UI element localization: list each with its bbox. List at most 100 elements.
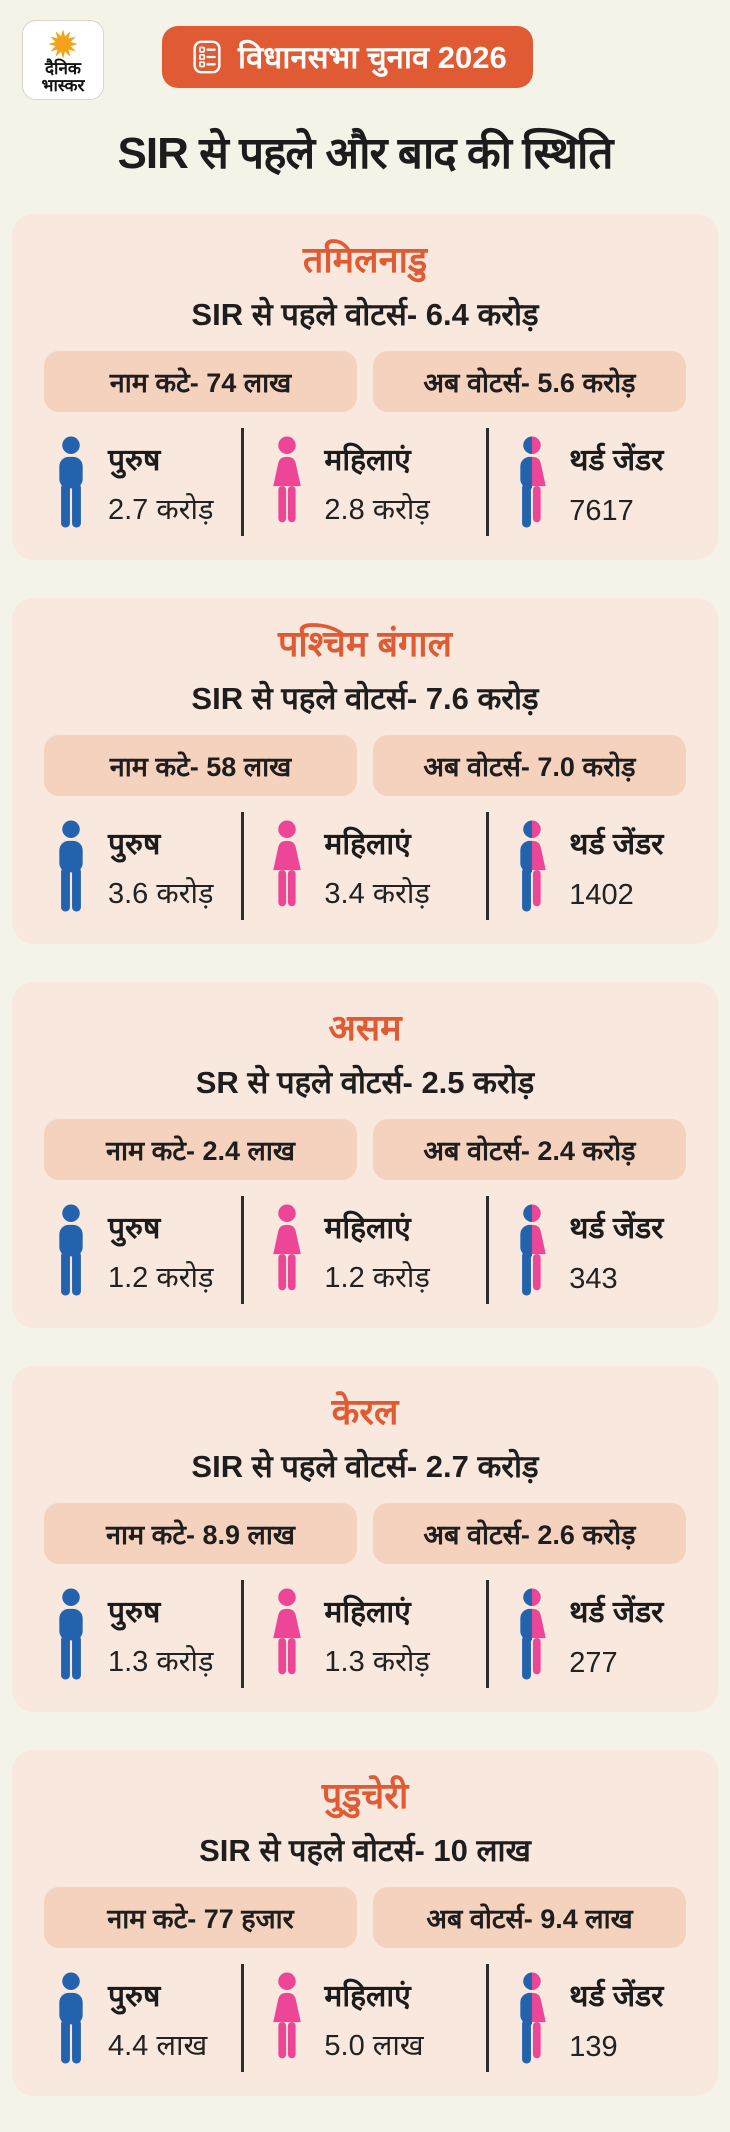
third-gender-label: थर्ड जेंडर [569,1980,664,2014]
male-value: 1.2 करोड़ [108,1262,214,1295]
male-icon [50,434,92,530]
female-column: महिलाएं 5.0 लाख [241,1964,490,2073]
voters-now-pill: अब वोटर्स- 2.6 करोड़ [373,1503,686,1565]
voters-now-pill: अब वोटर्स- 9.4 लाख [373,1887,686,1949]
names-removed-pill: नाम कटे- 77 हजार [44,1887,357,1949]
voters-now-pill: अब वोटर्स- 2.4 करोड़ [373,1119,686,1181]
male-column: पुरुष 3.6 करोड़ [38,812,241,920]
voters-before-line: SIR से पहले वोटर्स- 2.7 करोड़ [191,1449,539,1485]
male-icon [50,1970,92,2066]
male-value: 2.7 करोड़ [108,494,214,527]
third-gender-label: थर्ड जेंडर [569,1596,664,1630]
state-name: केरल [331,1391,399,1433]
female-label: महिलाएं [324,444,411,478]
state-card-tamilnadu: तमिलनाडु SIR से पहले वोटर्स- 6.4 करोड़ न… [12,214,718,561]
third-gender-column: थर्ड जेंडर 343 [489,1196,692,1304]
gender-row: पुरुष 1.2 करोड़ महिलाएं 1.2 करोड़ थर्ड ज… [38,1196,692,1305]
female-icon [266,818,308,914]
male-label: पुरुष [108,828,161,862]
gender-row: पुरुष 1.3 करोड़ महिलाएं 1.3 करोड़ थर्ड ज… [38,1580,692,1689]
third-gender-column: थर्ड जेंडर 7617 [489,428,692,536]
pill-row: नाम कटे- 77 हजार अब वोटर्स- 9.4 लाख [44,1887,686,1949]
voters-now-pill: अब वोटर्स- 5.6 करोड़ [373,351,686,413]
voters-before-line: SR से पहले वोटर्स- 2.5 करोड़ [195,1065,535,1101]
page-title: SIR से पहले और बाद की स्थिति [117,129,614,178]
gender-row: पुरुष 3.6 करोड़ महिलाएं 3.4 करोड़ थर्ड ज… [38,812,692,921]
state-card-kerala: केरल SIR से पहले वोटर्स- 2.7 करोड़ नाम क… [12,1366,718,1713]
female-icon [266,434,308,530]
female-column: महिलाएं 3.4 करोड़ [241,812,490,921]
pill-row: नाम कटे- 2.4 लाख अब वोटर्स- 2.4 करोड़ [44,1119,686,1181]
third-gender-label: थर्ड जेंडर [569,828,664,862]
pill-row: नाम कटे- 8.9 लाख अब वोटर्स- 2.6 करोड़ [44,1503,686,1565]
state-name: तमिलनाडु [302,239,428,281]
header: दैनिक भास्कर विधानसभा चुनाव 2026 [0,0,730,100]
dainik-bhaskar-logo: दैनिक भास्कर [22,20,104,100]
names-removed-pill: नाम कटे- 58 लाख [44,735,357,797]
third-gender-label: थर्ड जेंडर [569,444,664,478]
female-column: महिलाएं 1.2 करोड़ [241,1196,490,1305]
male-column: पुरुष 2.7 करोड़ [38,428,241,536]
third-gender-value: 277 [569,1647,618,1680]
third-gender-column: थर्ड जेंडर 277 [489,1580,692,1688]
voters-before-line: SIR से पहले वोटर्स- 6.4 करोड़ [191,297,539,333]
male-icon [50,1202,92,1298]
third-gender-value: 1402 [569,879,634,912]
third-gender-icon [511,1586,553,1682]
male-value: 1.3 करोड़ [108,1646,214,1679]
third-gender-label: थर्ड जेंडर [569,1212,664,1246]
male-column: पुरुष 4.4 लाख [38,1964,241,2072]
third-gender-value: 7617 [569,495,634,528]
checklist-icon [193,40,221,74]
state-name: पुडुचेरी [321,1775,409,1817]
logo-line1: दैनिक [45,58,81,78]
male-value: 3.6 करोड़ [108,878,214,911]
male-label: पुरुष [108,1596,161,1630]
male-icon [50,1586,92,1682]
voters-now-pill: अब वोटर्स- 7.0 करोड़ [373,735,686,797]
third-gender-value: 139 [569,2031,618,2064]
third-gender-icon [511,434,553,530]
female-value: 3.4 करोड़ [324,878,430,911]
voters-before-line: SIR से पहले वोटर्स- 7.6 करोड़ [191,681,539,717]
male-label: पुरुष [108,1212,161,1246]
third-gender-column: थर्ड जेंडर 139 [489,1964,692,2072]
gender-row: पुरुष 4.4 लाख महिलाएं 5.0 लाख थर्ड जेंडर [38,1964,692,2073]
names-removed-pill: नाम कटे- 2.4 लाख [44,1119,357,1181]
male-icon [50,818,92,914]
male-label: पुरुष [108,444,161,478]
names-removed-pill: नाम कटे- 74 लाख [44,351,357,413]
male-label: पुरुष [108,1980,161,2014]
male-column: पुरुष 1.2 करोड़ [38,1196,241,1304]
sun-icon [48,29,78,59]
male-column: पुरुष 1.3 करोड़ [38,1580,241,1688]
female-column: महिलाएं 2.8 करोड़ [241,428,490,537]
logo-line2: भास्कर [41,76,85,95]
third-gender-column: थर्ड जेंडर 1402 [489,812,692,920]
badge-label: विधानसभा चुनाव 2026 [238,40,507,75]
state-name: असम [328,1007,402,1049]
state-card-west-bengal: पश्चिम बंगाल SIR से पहले वोटर्स- 7.6 करो… [12,598,718,945]
election-badge: विधानसभा चुनाव 2026 [162,26,533,88]
pill-row: नाम कटे- 74 लाख अब वोटर्स- 5.6 करोड़ [44,351,686,413]
state-card-puducherry: पुडुचेरी SIR से पहले वोटर्स- 10 लाख नाम … [12,1750,718,2097]
female-column: महिलाएं 1.3 करोड़ [241,1580,490,1689]
female-label: महिलाएं [324,1980,411,2014]
names-removed-pill: नाम कटे- 8.9 लाख [44,1503,357,1565]
state-card-assam: असम SR से पहले वोटर्स- 2.5 करोड़ नाम कटे… [12,982,718,1329]
female-value: 1.2 करोड़ [324,1262,430,1295]
female-icon [266,1202,308,1298]
female-label: महिलाएं [324,1212,411,1246]
female-value: 1.3 करोड़ [324,1646,430,1679]
female-icon [266,1586,308,1682]
third-gender-value: 343 [569,1263,618,1296]
voters-before-line: SIR से पहले वोटर्स- 10 लाख [199,1833,531,1869]
state-name: पश्चिम बंगाल [277,623,453,665]
male-value: 4.4 लाख [108,2030,208,2063]
female-label: महिलाएं [324,1596,411,1630]
logo-text: दैनिक भास्कर [41,58,85,95]
female-label: महिलाएं [324,828,411,862]
third-gender-icon [511,818,553,914]
female-icon [266,1970,308,2066]
